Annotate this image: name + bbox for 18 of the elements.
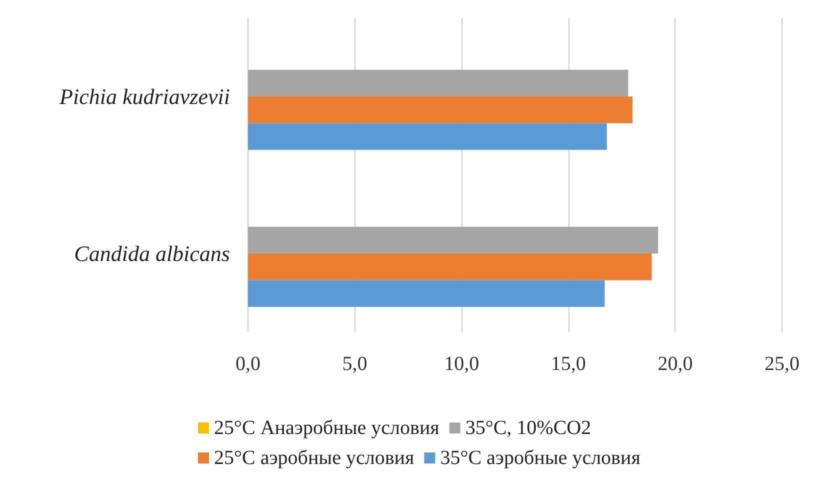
bar [248, 96, 632, 124]
legend-label: 25°C аэробные условия [214, 447, 414, 469]
x-tick-label: 25,0 [764, 353, 800, 375]
bar [248, 123, 607, 150]
x-tick-label: 20,0 [658, 353, 693, 375]
y-tick-label: Candida albicans [74, 241, 230, 266]
x-tick-label: 10,0 [444, 353, 480, 375]
legend-label: 35°C, 10%CO2 [465, 417, 592, 439]
y-tick-label: Pichia kudriavzevii [58, 84, 230, 109]
bar [248, 254, 652, 280]
x-tick-label: 5,0 [342, 353, 368, 375]
bar [248, 226, 658, 254]
legend-label: 35°C аэробные условия [440, 447, 640, 469]
legend-label: 25°C Анаэробные условия [214, 417, 440, 439]
x-tick-label: 0,0 [236, 353, 260, 375]
bar [248, 280, 605, 307]
x-tick-label: 15,0 [550, 353, 586, 375]
bar [248, 70, 628, 96]
